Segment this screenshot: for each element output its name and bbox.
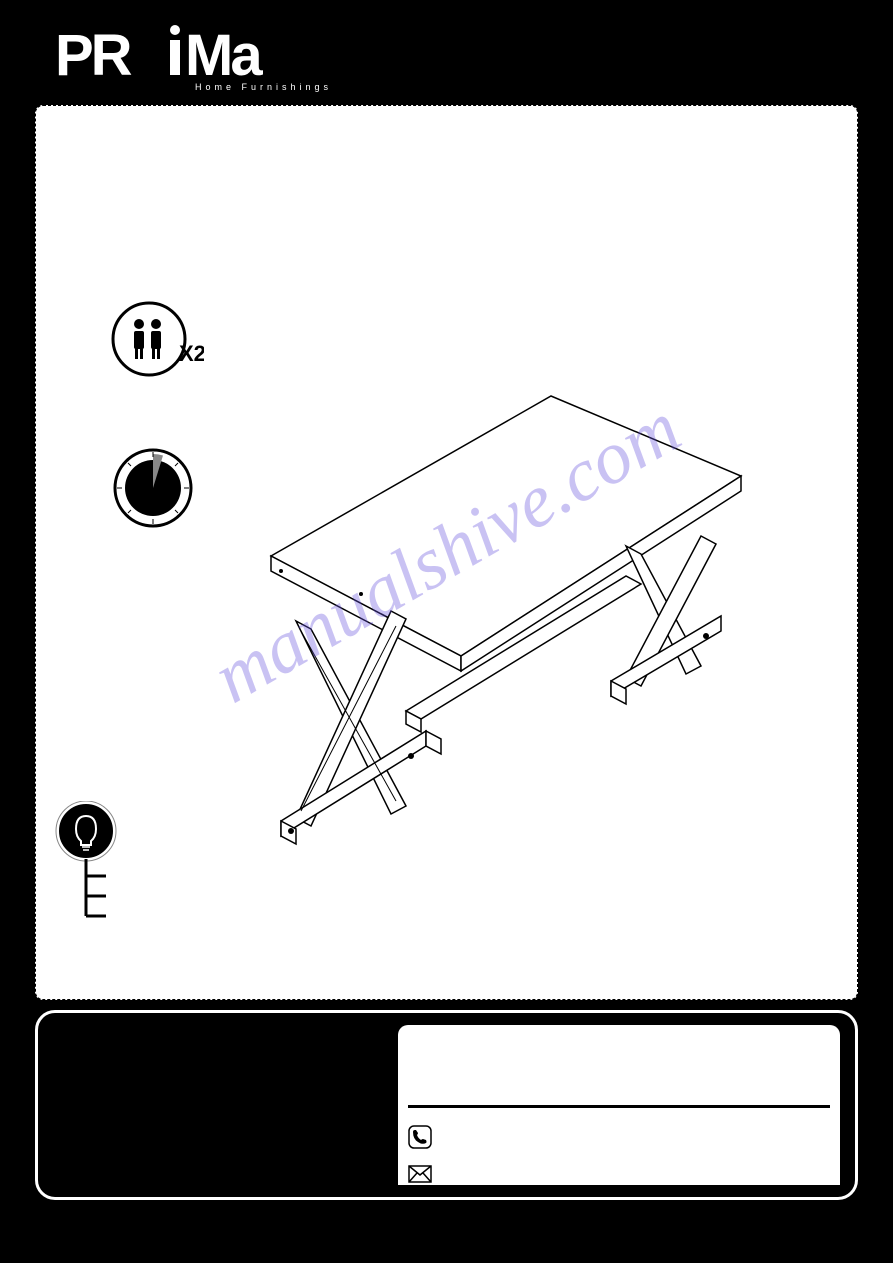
- divider-line: [408, 1105, 830, 1108]
- product-diagram: [211, 376, 761, 881]
- svg-text:PR: PR: [55, 25, 132, 88]
- phone-icon: [408, 1125, 432, 1154]
- envelope-icon: [408, 1165, 432, 1188]
- brand-tagline: Home Furnishings: [195, 82, 332, 92]
- contact-panel: [35, 1010, 858, 1200]
- two-people-icon: X2: [109, 301, 204, 386]
- people-count-label: X2: [179, 341, 204, 366]
- clock-icon: [111, 446, 196, 536]
- contact-info-box: [398, 1025, 840, 1185]
- svg-text:Ma: Ma: [185, 25, 263, 88]
- instruction-panel: manualshive.com X2: [35, 105, 858, 1000]
- lightbulb-tip-icon: [51, 801, 121, 926]
- brand-logo: PR Ma Home Furnishings: [55, 25, 335, 100]
